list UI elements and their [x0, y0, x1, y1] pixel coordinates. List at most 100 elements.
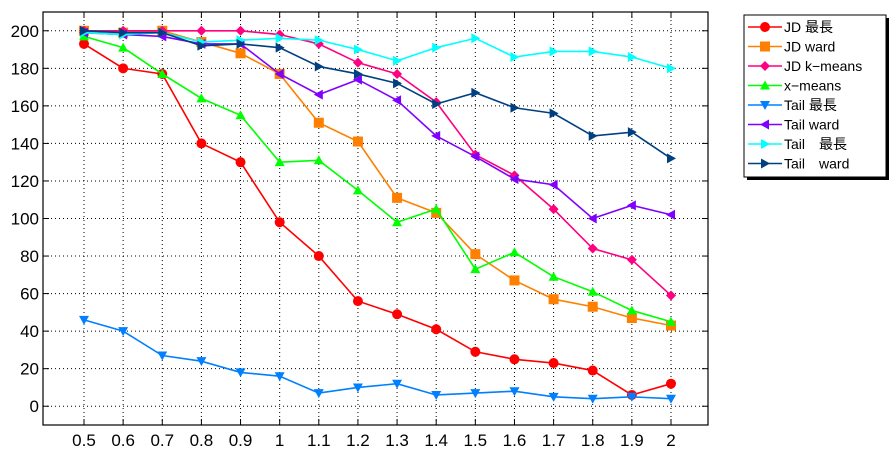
data-point	[471, 33, 481, 44]
data-point	[392, 68, 403, 79]
data-point	[626, 392, 637, 402]
legend-item: Tail ward	[748, 156, 849, 172]
data-point	[587, 286, 598, 296]
data-point	[313, 251, 324, 262]
x-tick-label: 1.5	[464, 431, 488, 450]
data-point	[197, 40, 207, 51]
x-tick-label: 1.7	[542, 431, 566, 450]
series-lines	[79, 25, 676, 404]
series-line	[83, 31, 672, 70]
data-point	[667, 153, 676, 164]
data-point	[470, 151, 480, 162]
grid-lines	[43, 12, 708, 425]
data-point	[235, 368, 246, 378]
legend-label: Tail 最長	[784, 136, 847, 152]
data-point	[470, 346, 481, 357]
series-6	[79, 27, 675, 224]
data-point	[626, 200, 636, 211]
data-point	[549, 108, 559, 119]
data-point	[548, 358, 559, 369]
y-tick-label: 60	[20, 285, 39, 304]
data-point	[666, 394, 676, 404]
data-point	[79, 38, 89, 49]
x-tick-label: 1	[275, 431, 284, 450]
legend-label: Tail 最長	[784, 97, 837, 113]
data-point	[431, 324, 442, 335]
data-point	[587, 365, 598, 376]
data-point	[79, 315, 89, 325]
y-tick-label: 0	[30, 397, 39, 416]
y-tick-label: 180	[11, 59, 39, 78]
data-point	[548, 179, 558, 190]
data-point	[627, 52, 637, 63]
data-point	[548, 271, 559, 281]
data-point	[548, 294, 559, 305]
x-tick-label: 1.2	[346, 431, 370, 450]
legend-marker	[760, 41, 770, 52]
data-point	[393, 78, 403, 89]
y-tick-label: 100	[11, 210, 39, 229]
data-point	[314, 61, 324, 72]
data-point	[432, 42, 442, 53]
series-line	[83, 35, 672, 323]
y-tick-label: 20	[20, 360, 39, 379]
x-tick-label: 1.9	[620, 431, 644, 450]
data-point	[196, 138, 207, 149]
data-point	[666, 290, 676, 301]
data-point	[548, 204, 559, 215]
data-point	[353, 44, 363, 55]
data-point	[587, 213, 597, 224]
legend-marker	[760, 119, 769, 130]
data-point	[352, 296, 363, 307]
data-point	[392, 309, 403, 320]
data-point	[626, 305, 637, 315]
data-point	[587, 243, 598, 254]
x-tick-label: 1.3	[385, 431, 409, 450]
series-5	[79, 315, 676, 404]
data-point	[509, 275, 520, 286]
series-3	[79, 25, 676, 301]
data-point	[353, 68, 363, 79]
data-point	[510, 102, 520, 113]
data-point	[432, 98, 442, 109]
data-point	[313, 89, 323, 100]
y-tick-label: 140	[11, 134, 39, 153]
data-point	[274, 217, 285, 228]
data-point	[548, 392, 559, 402]
series-line	[84, 29, 672, 297]
legend-item: Tail 最長	[748, 136, 847, 152]
data-point	[471, 87, 481, 98]
x-tick-label: 0.8	[190, 431, 214, 450]
legend-marker	[760, 101, 770, 110]
data-point	[352, 383, 363, 393]
data-point	[352, 57, 363, 68]
data-point	[470, 264, 481, 274]
data-point	[588, 46, 598, 57]
legend-marker	[761, 158, 770, 169]
legend: JD 最長 JD ward JD k−means x−means Tail 最長 Tail…	[743, 14, 889, 180]
series-line	[83, 43, 672, 396]
data-point	[196, 93, 207, 103]
data-point	[509, 387, 520, 397]
data-point	[80, 25, 89, 36]
data-point	[392, 95, 402, 106]
data-point	[431, 204, 442, 214]
data-point	[274, 68, 284, 79]
series-8	[80, 25, 676, 164]
x-tick-label: 1.4	[424, 431, 448, 450]
series-line	[83, 319, 672, 400]
x-tick-label: 1.1	[307, 431, 331, 450]
data-point	[587, 394, 598, 404]
legend-marker	[761, 139, 770, 149]
legend-marker	[760, 61, 770, 71]
data-point	[627, 127, 637, 138]
series-line	[83, 29, 672, 160]
data-point	[352, 136, 363, 147]
data-point	[626, 312, 637, 323]
y-tick-label: 40	[20, 322, 39, 341]
series-2	[79, 25, 676, 331]
data-point	[392, 217, 403, 227]
data-point	[196, 357, 207, 367]
data-point	[666, 316, 676, 326]
